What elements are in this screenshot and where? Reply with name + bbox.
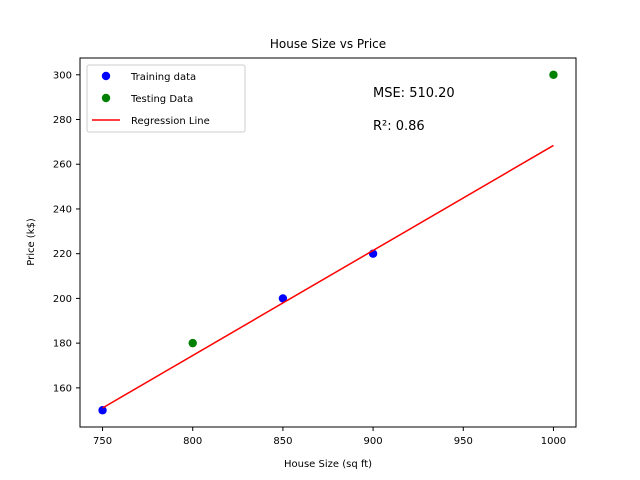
y-tick-label: 300 xyxy=(53,70,72,81)
x-tick-label: 900 xyxy=(364,436,383,447)
legend-training-data-label: Training data xyxy=(130,72,196,83)
chart-title: House Size vs Price xyxy=(270,37,386,51)
mse-annotation: MSE: 510.20 xyxy=(373,86,455,101)
y-tick-label: 220 xyxy=(53,249,72,260)
y-tick-label: 260 xyxy=(53,160,72,171)
y-tick-label: 280 xyxy=(53,115,72,126)
x-tick-label: 850 xyxy=(273,436,292,447)
y-tick-label: 160 xyxy=(53,383,72,394)
x-tick-label: 800 xyxy=(183,436,202,447)
x-tick-label: 1000 xyxy=(541,436,566,447)
y-tick-label: 180 xyxy=(53,339,72,350)
plot-marks xyxy=(98,70,558,415)
legend-testing-data-label: Testing Data xyxy=(130,94,193,105)
legend-regression-line-label: Regression Line xyxy=(131,116,210,127)
y-tick-label: 200 xyxy=(53,294,72,305)
legend-box xyxy=(86,64,246,133)
testing-data-point xyxy=(549,70,558,79)
legend-training-data-marker xyxy=(101,71,111,81)
x-tick-label: 950 xyxy=(454,436,473,447)
training-data-point xyxy=(278,294,288,303)
x-tick-label: 750 xyxy=(93,436,112,447)
training-data-point xyxy=(98,406,107,415)
y-tick-label: 240 xyxy=(53,204,72,215)
r2-annotation: R²: 0.86 xyxy=(373,119,425,134)
y-axis-label: Price (k$) xyxy=(26,218,37,266)
testing-data-point xyxy=(188,338,197,348)
legend-testing-data-marker xyxy=(101,93,111,103)
plot-area-frame xyxy=(79,57,577,428)
legend: Training data Testing Data Regression Line xyxy=(86,64,246,133)
regression-line-line xyxy=(102,144,554,409)
x-axis-label: House Size (sq ft) xyxy=(284,459,372,470)
axis-ticks: 750 800 850 900 950 1000 160 180 200 220 240 260 280… xyxy=(53,70,566,447)
